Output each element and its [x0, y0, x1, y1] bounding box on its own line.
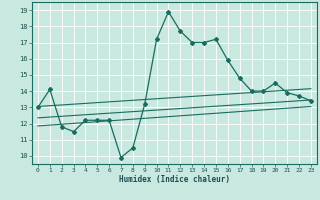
X-axis label: Humidex (Indice chaleur): Humidex (Indice chaleur): [119, 175, 230, 184]
